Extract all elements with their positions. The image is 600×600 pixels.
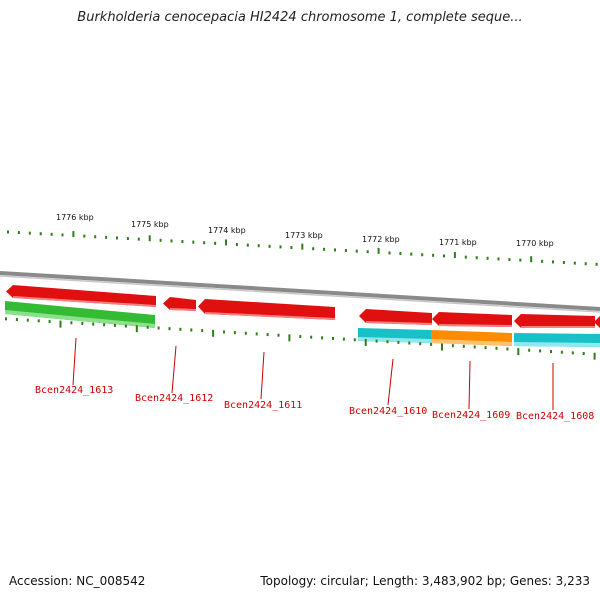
backbone-shadow — [0, 275, 600, 313]
accession-text: Accession: NC_008542 — [9, 574, 146, 588]
cds-arrow-1612-highlight — [170, 308, 196, 311]
orange-feature-highlight — [431, 339, 512, 346]
cds-arrow-1612[interactable] — [163, 297, 196, 311]
cds-arrow-1610-highlight — [366, 321, 432, 325]
kbp-label: 1774 kbp — [208, 226, 246, 235]
cds-arrow-1608[interactable] — [514, 314, 595, 328]
cds-arrow-1613-highlight — [13, 296, 156, 307]
gene-leader-line — [72, 337, 77, 386]
gene-leader-line — [468, 360, 471, 410]
gene-label-Bcen2424_1611[interactable]: Bcen2424_1611 — [224, 400, 302, 411]
cds-arrow-1608-highlight — [521, 326, 595, 328]
cds-arrow-1610[interactable] — [359, 309, 432, 325]
chromosome-backbone — [0, 271, 600, 313]
cds-arrow-1609-highlight — [439, 324, 512, 327]
gene-features — [5, 285, 600, 347]
kbp-label: 1773 kbp — [285, 231, 323, 240]
gene-label-Bcen2424_1613[interactable]: Bcen2424_1613 — [35, 385, 113, 396]
gene-label-Bcen2424_1610[interactable]: Bcen2424_1610 — [349, 406, 427, 417]
kbp-labels: 1776 kbp 1775 kbp 1774 kbp 1773 kbp 1772 kbp… — [56, 213, 554, 248]
gene-label-Bcen2424_1609[interactable]: Bcen2424_1609 — [432, 410, 510, 421]
gene-label-Bcen2424_1608[interactable]: Bcen2424_1608 — [516, 411, 594, 422]
gene-leader-line — [171, 345, 177, 394]
green-feature-highlight — [5, 310, 155, 328]
kbp-label: 1772 kbp — [362, 235, 400, 244]
cds-arrow-1613[interactable] — [6, 285, 156, 307]
gene-label-Bcen2424_1612[interactable]: Bcen2424_1612 — [135, 393, 213, 404]
cds-arrow-1611[interactable] — [198, 299, 335, 320]
gene-leader-line — [387, 358, 394, 406]
gene-leader-line — [260, 351, 265, 400]
kbp-label: 1771 kbp — [439, 238, 477, 247]
cds-arrow-1609[interactable] — [432, 312, 512, 327]
kbp-label: 1770 kbp — [516, 239, 554, 248]
topology-text: Topology: circular; Length: 3,483,902 bp… — [260, 574, 590, 588]
gene-labels: Bcen2424_1613 Bcen2424_1612 Bcen2424_1611 B… — [35, 337, 594, 422]
backbone-line — [0, 271, 600, 311]
kbp-label: 1775 kbp — [131, 220, 169, 229]
lower-kbp-ticks — [5, 317, 596, 360]
kbp-label: 1776 kbp — [56, 213, 94, 222]
cds-arrow-1611-highlight — [205, 312, 335, 320]
cds-arrow-next[interactable] — [594, 315, 600, 329]
map-title: Burkholderia cenocepacia HI2424 chromoso… — [77, 10, 523, 25]
cyan-feature-2-highlight — [514, 342, 600, 347]
upper-kbp-ticks — [7, 230, 598, 266]
